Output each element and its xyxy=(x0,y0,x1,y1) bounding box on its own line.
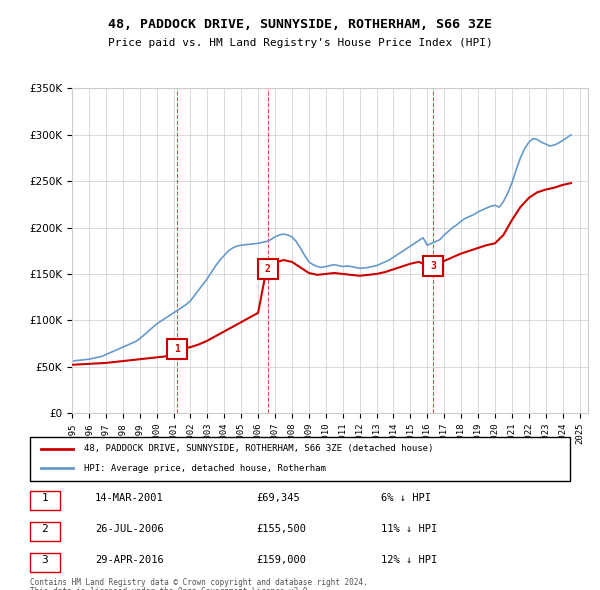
FancyBboxPatch shape xyxy=(30,491,60,510)
Text: 2: 2 xyxy=(265,264,271,274)
Text: 3: 3 xyxy=(41,555,48,565)
Text: £69,345: £69,345 xyxy=(257,493,301,503)
Text: Contains HM Land Registry data © Crown copyright and database right 2024.: Contains HM Land Registry data © Crown c… xyxy=(30,578,368,587)
Text: £159,000: £159,000 xyxy=(257,555,307,565)
Text: This data is licensed under the Open Government Licence v3.0.: This data is licensed under the Open Gov… xyxy=(30,587,312,590)
Text: 1: 1 xyxy=(41,493,48,503)
Text: 6% ↓ HPI: 6% ↓ HPI xyxy=(381,493,431,503)
Text: HPI: Average price, detached house, Rotherham: HPI: Average price, detached house, Roth… xyxy=(84,464,326,473)
FancyBboxPatch shape xyxy=(30,522,60,540)
Text: 11% ↓ HPI: 11% ↓ HPI xyxy=(381,525,437,535)
Text: 29-APR-2016: 29-APR-2016 xyxy=(95,555,164,565)
Text: 14-MAR-2001: 14-MAR-2001 xyxy=(95,493,164,503)
Text: 1: 1 xyxy=(174,344,180,354)
Text: 3: 3 xyxy=(430,261,436,271)
Text: 48, PADDOCK DRIVE, SUNNYSIDE, ROTHERHAM, S66 3ZE: 48, PADDOCK DRIVE, SUNNYSIDE, ROTHERHAM,… xyxy=(108,18,492,31)
Text: 12% ↓ HPI: 12% ↓ HPI xyxy=(381,555,437,565)
FancyBboxPatch shape xyxy=(30,437,570,481)
Text: 48, PADDOCK DRIVE, SUNNYSIDE, ROTHERHAM, S66 3ZE (detached house): 48, PADDOCK DRIVE, SUNNYSIDE, ROTHERHAM,… xyxy=(84,444,433,454)
Text: 2: 2 xyxy=(41,525,48,535)
FancyBboxPatch shape xyxy=(30,553,60,572)
Text: £155,500: £155,500 xyxy=(257,525,307,535)
Text: Price paid vs. HM Land Registry's House Price Index (HPI): Price paid vs. HM Land Registry's House … xyxy=(107,38,493,48)
Text: 26-JUL-2006: 26-JUL-2006 xyxy=(95,525,164,535)
